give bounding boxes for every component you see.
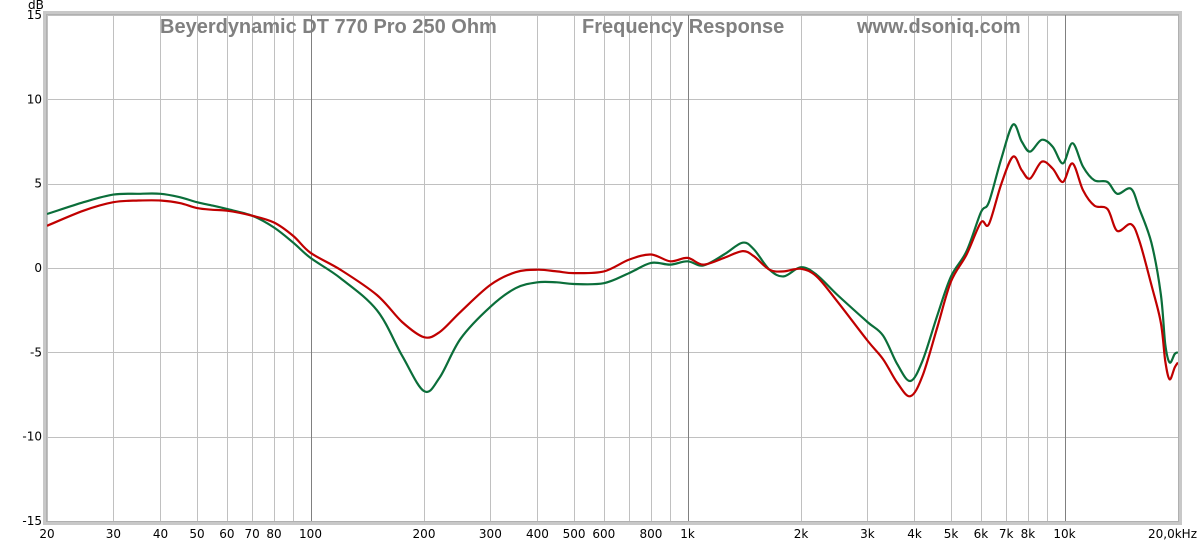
x-tick-label: 8k: [1021, 527, 1036, 541]
x-tick-label: 60: [219, 527, 234, 541]
x-tick-label: 7k: [999, 527, 1014, 541]
x-tick-label: 200: [413, 527, 436, 541]
y-tick-label: 0: [34, 261, 42, 275]
y-tick-label: 5: [34, 177, 42, 191]
plot-frame: [43, 11, 1182, 525]
x-tick-label: 3k: [860, 527, 875, 541]
y-tick-label: -15: [22, 514, 42, 528]
y-tick-label: 10: [27, 92, 42, 106]
frame-inner: [46, 14, 1179, 522]
x-tick-label: 50: [189, 527, 204, 541]
x-tick-label: 20: [39, 527, 54, 541]
chart-subtitle: Frequency Response: [582, 16, 784, 38]
frame-border: [43, 11, 1182, 525]
x-tick-label: 5k: [944, 527, 959, 541]
series-line: [46, 123, 1179, 394]
x-tick-label: 20,0kHz: [1148, 527, 1197, 541]
x-tick-label: 100: [299, 527, 322, 541]
data-series: [46, 123, 1179, 398]
x-tick-label: 80: [266, 527, 281, 541]
y-tick-label: -5: [30, 345, 42, 359]
y-tick-label: 15: [27, 8, 42, 22]
y-axis-ticks: dB 15 10 5 0 -5 -10 -15: [22, 0, 43, 528]
x-tick-label: 10k: [1053, 527, 1075, 541]
x-tick-label: 6k: [974, 527, 989, 541]
x-tick-label: 500: [563, 527, 586, 541]
x-tick-label: 40: [153, 527, 168, 541]
chart-watermark: www.dsoniq.com: [856, 16, 1021, 38]
series-line: [46, 155, 1179, 398]
x-axis-ticks: 20 30 40 50 60 70 80 100 200 300 400 500 600 800 1k 2k 3…: [39, 527, 1197, 541]
x-tick-label: 800: [640, 527, 663, 541]
x-tick-label: 4k: [907, 527, 922, 541]
chart-title: Beyerdynamic DT 770 Pro 250 Ohm: [160, 16, 497, 38]
x-tick-label: 600: [592, 527, 615, 541]
x-tick-label: 400: [526, 527, 549, 541]
chart-titles: Beyerdynamic DT 770 Pro 250 Ohm Frequenc…: [160, 16, 1021, 38]
x-tick-label: 300: [479, 527, 502, 541]
x-tick-label: 70: [244, 527, 259, 541]
x-tick-label: 2k: [794, 527, 809, 541]
x-tick-label: 30: [106, 527, 121, 541]
y-axis-unit-label: dB: [28, 0, 44, 12]
x-tick-label: 1k: [680, 527, 695, 541]
grid-lines: [47, 15, 1179, 522]
y-tick-label: -10: [22, 430, 42, 444]
